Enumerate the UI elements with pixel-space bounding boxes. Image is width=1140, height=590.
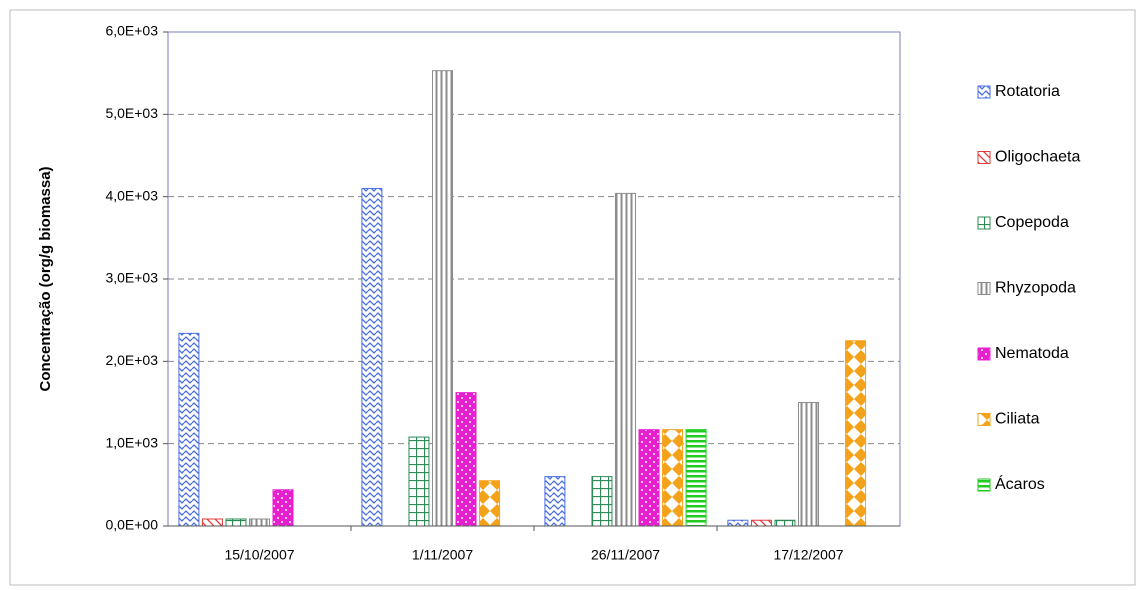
x-tick-label: 26/11/2007 — [591, 547, 660, 563]
bar — [432, 70, 453, 527]
bar — [591, 476, 613, 527]
bar — [201, 518, 223, 527]
bar — [455, 392, 477, 527]
y-tick-label: 4,0E+03 — [105, 187, 158, 203]
bar — [178, 332, 200, 527]
x-tick-label: 1/11/2007 — [412, 547, 473, 563]
y-tick-label: 0,0E+00 — [105, 517, 158, 533]
legend-label: Rotatoria — [995, 83, 1060, 100]
bar — [662, 429, 684, 527]
legend-swatch — [977, 478, 991, 492]
y-tick-label: 1,0E+03 — [105, 434, 158, 450]
bar — [727, 519, 749, 527]
bar — [225, 518, 247, 527]
legend-label: Oligochaeta — [995, 149, 1080, 166]
bar — [615, 192, 636, 527]
legend-swatch — [977, 216, 991, 230]
bar — [361, 187, 383, 527]
y-axis-label: Concentração (org/g biomassa) — [37, 166, 54, 391]
x-tick-label: 17/12/2007 — [773, 547, 843, 563]
legend-label: Nematoda — [995, 345, 1069, 362]
bar — [479, 480, 501, 527]
bar — [249, 518, 270, 527]
bar — [845, 340, 867, 527]
y-tick-label: 5,0E+03 — [105, 105, 158, 121]
bar — [408, 436, 430, 527]
legend-swatch — [977, 347, 991, 361]
legend-swatch — [977, 282, 991, 295]
legend-label: Rhyzopoda — [995, 280, 1076, 297]
legend-swatch — [977, 85, 991, 99]
legend-swatch — [977, 151, 991, 164]
legend-swatch — [977, 413, 991, 426]
y-tick-label: 6,0E+03 — [105, 23, 158, 39]
y-tick-label: 3,0E+03 — [105, 270, 158, 286]
bar — [272, 489, 294, 527]
bar — [638, 429, 660, 527]
bar — [750, 519, 772, 527]
y-tick-label: 2,0E+03 — [105, 352, 158, 368]
bar — [774, 519, 796, 527]
bar — [685, 429, 707, 527]
legend-label: Ciliata — [995, 411, 1040, 428]
bar — [798, 402, 819, 527]
legend-label: Copepoda — [995, 214, 1069, 231]
bar — [544, 476, 566, 527]
x-tick-label: 15/10/2007 — [224, 547, 294, 563]
legend-label: Ácaros — [995, 474, 1045, 493]
